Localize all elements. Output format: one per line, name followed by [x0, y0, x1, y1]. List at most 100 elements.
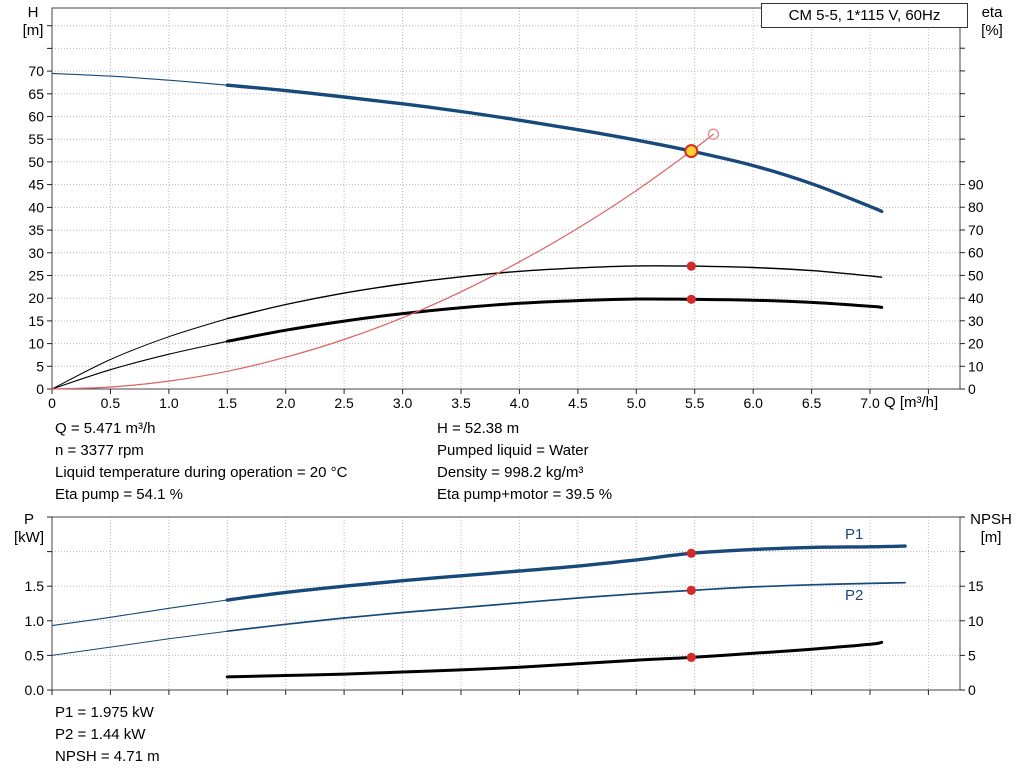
x-tick-label: 0.5 — [101, 395, 121, 411]
eta-pump-dot — [686, 261, 696, 271]
p1-curve — [225, 544, 907, 602]
y-left-tick-label: 20 — [28, 290, 44, 306]
y-right-tick-label: 10 — [968, 358, 984, 374]
pumped-liquid-value: Pumped liquid = Water — [437, 442, 589, 459]
x-tick-label: 1.0 — [159, 395, 179, 411]
p2-curve — [51, 630, 228, 656]
y-right-tick-label: 0 — [968, 381, 976, 397]
y-right-tick-label: 70 — [968, 222, 984, 238]
npsh-curve — [225, 640, 884, 679]
y-left-tick-label: 0.5 — [25, 647, 45, 663]
flow-value: Q = 5.471 m³/h — [55, 420, 156, 437]
y-left-tick-label: 30 — [28, 245, 44, 261]
npsh-axis-label: NPSH [m] — [962, 511, 1020, 547]
y-right-tick-label: 5 — [968, 647, 976, 663]
x-tick-label: 1.5 — [218, 395, 238, 411]
duty-preview-point — [707, 128, 720, 140]
liquid-temperature-value: Liquid temperature during operation = 20… — [55, 464, 348, 481]
eta-pump-curve — [51, 318, 228, 390]
p2-dot — [686, 585, 696, 595]
q-axis-label: Q [m³/h] — [884, 394, 939, 411]
y-left-tick-label: 65 — [28, 86, 44, 102]
x-tick-label: 7.0 — [860, 395, 880, 411]
eta-pump-motor-curve — [225, 297, 884, 343]
x-tick-label: 4.5 — [568, 395, 588, 411]
npsh-dot — [686, 652, 696, 662]
duty-point[interactable] — [684, 144, 699, 159]
x-tick-label: 2.0 — [276, 395, 296, 411]
power-npsh-values: P1 = 1.975 kW P2 = 1.44 kW NPSH = 4.71 m — [55, 702, 160, 768]
p-axis-label-unit: [kW] — [14, 529, 44, 546]
npsh-axis-label-symbol: NPSH — [970, 511, 1012, 528]
y-right-tick-label: 15 — [968, 578, 984, 594]
system-curve — [51, 133, 714, 390]
y-left-tick-label: 45 — [28, 177, 44, 193]
pump-model-label: CM 5-5, 1*115 V, 60Hz — [761, 3, 968, 28]
x-tick-label: 3.0 — [393, 395, 413, 411]
eta-pump-curve — [226, 265, 883, 320]
y-right-tick-label: 30 — [968, 313, 984, 329]
y-right-tick-label: 20 — [968, 336, 984, 352]
y-right-tick-label: 50 — [968, 267, 984, 283]
x-tick-label: 6.0 — [743, 395, 763, 411]
h-axis-label-unit: [m] — [22, 22, 44, 39]
plot-frame — [51, 516, 961, 691]
y-left-tick-label: 0.0 — [25, 682, 45, 698]
x-tick-label: 5.0 — [627, 395, 647, 411]
x-tick-label: 6.5 — [802, 395, 822, 411]
y-right-tick-label: 10 — [968, 613, 984, 629]
y-right-tick-label: 0 — [968, 682, 976, 698]
p2-value: P2 = 1.44 kW — [55, 726, 146, 743]
x-tick-label: 3.5 — [451, 395, 471, 411]
y-left-tick-label: 25 — [28, 268, 44, 284]
p-axis-label-symbol: P — [23, 511, 34, 528]
pump-h-curve — [51, 72, 228, 86]
h-axis-label: H [m] — [14, 4, 52, 40]
x-tick-label: 2.5 — [334, 395, 354, 411]
eta-pump-motor-dot — [686, 294, 696, 304]
x-tick-label: 4.0 — [510, 395, 530, 411]
y-left-tick-label: 50 — [28, 154, 44, 170]
plot-frame — [51, 7, 961, 390]
eta-pump-motor-curve — [51, 340, 228, 390]
operating-point-right-column: H = 52.38 m Pumped liquid = Water Densit… — [437, 418, 612, 506]
hq-eta-chart[interactable]: 0 0.5 1.0 1.5 2.0 2.5 3.0 3.5 4.0 4.5 5.0 5.5 6.0 6.5… — [0, 0, 1024, 415]
power-npsh-chart[interactable]: 0.0 0.5 1.0 1.5 0 5 10 15 — [0, 505, 1024, 705]
eta-axis-label-unit: [%] — [981, 22, 1003, 39]
operating-point-left-column: Q = 5.471 m³/h n = 3377 rpm Liquid tempe… — [55, 418, 347, 506]
head-value: H = 52.38 m — [437, 420, 520, 437]
y-left-tick-label: 10 — [28, 336, 44, 352]
p1-dot — [686, 548, 696, 558]
y-left-tick-label: 1.0 — [25, 613, 45, 629]
p2-curve — [226, 581, 906, 633]
y-right-tick-label: 80 — [968, 199, 984, 215]
y-right-tick-label: 90 — [968, 177, 984, 193]
pump-h-curve — [225, 83, 884, 214]
density-value: Density = 998.2 kg/m³ — [437, 464, 584, 481]
y-left-tick-label: 70 — [28, 63, 44, 79]
eta-axis-label: eta [%] — [970, 4, 1014, 40]
npsh-axis-label-unit: [m] — [980, 529, 1002, 546]
y-left-tick-label: 15 — [28, 313, 44, 329]
x-tick-label: 5.5 — [685, 395, 705, 411]
eta-axis-label-symbol: eta — [981, 4, 1003, 21]
p1-value: P1 = 1.975 kW — [55, 704, 154, 721]
p1-curve — [51, 599, 228, 627]
p1-curve-label: P1 — [845, 526, 864, 543]
npsh-value: NPSH = 4.71 m — [55, 748, 160, 765]
y-left-tick-label: 40 — [28, 199, 44, 215]
eta-pump-value: Eta pump = 54.1 % — [55, 486, 183, 503]
y-left-tick-label: 1.5 — [25, 578, 45, 594]
p-axis-label: P [kW] — [8, 511, 50, 547]
h-axis-label-symbol: H — [27, 4, 39, 21]
p2-curve-label: P2 — [845, 587, 864, 604]
y-left-tick-label: 60 — [28, 109, 44, 125]
eta-pump-motor-value: Eta pump+motor = 39.5 % — [437, 486, 613, 503]
x-tick-label: 0 — [48, 395, 56, 411]
y-left-tick-label: 55 — [28, 131, 44, 147]
y-left-tick-label: 0 — [36, 381, 44, 397]
y-right-tick-label: 60 — [968, 245, 984, 261]
speed-value: n = 3377 rpm — [55, 442, 144, 459]
y-right-tick-label: 40 — [968, 290, 984, 306]
